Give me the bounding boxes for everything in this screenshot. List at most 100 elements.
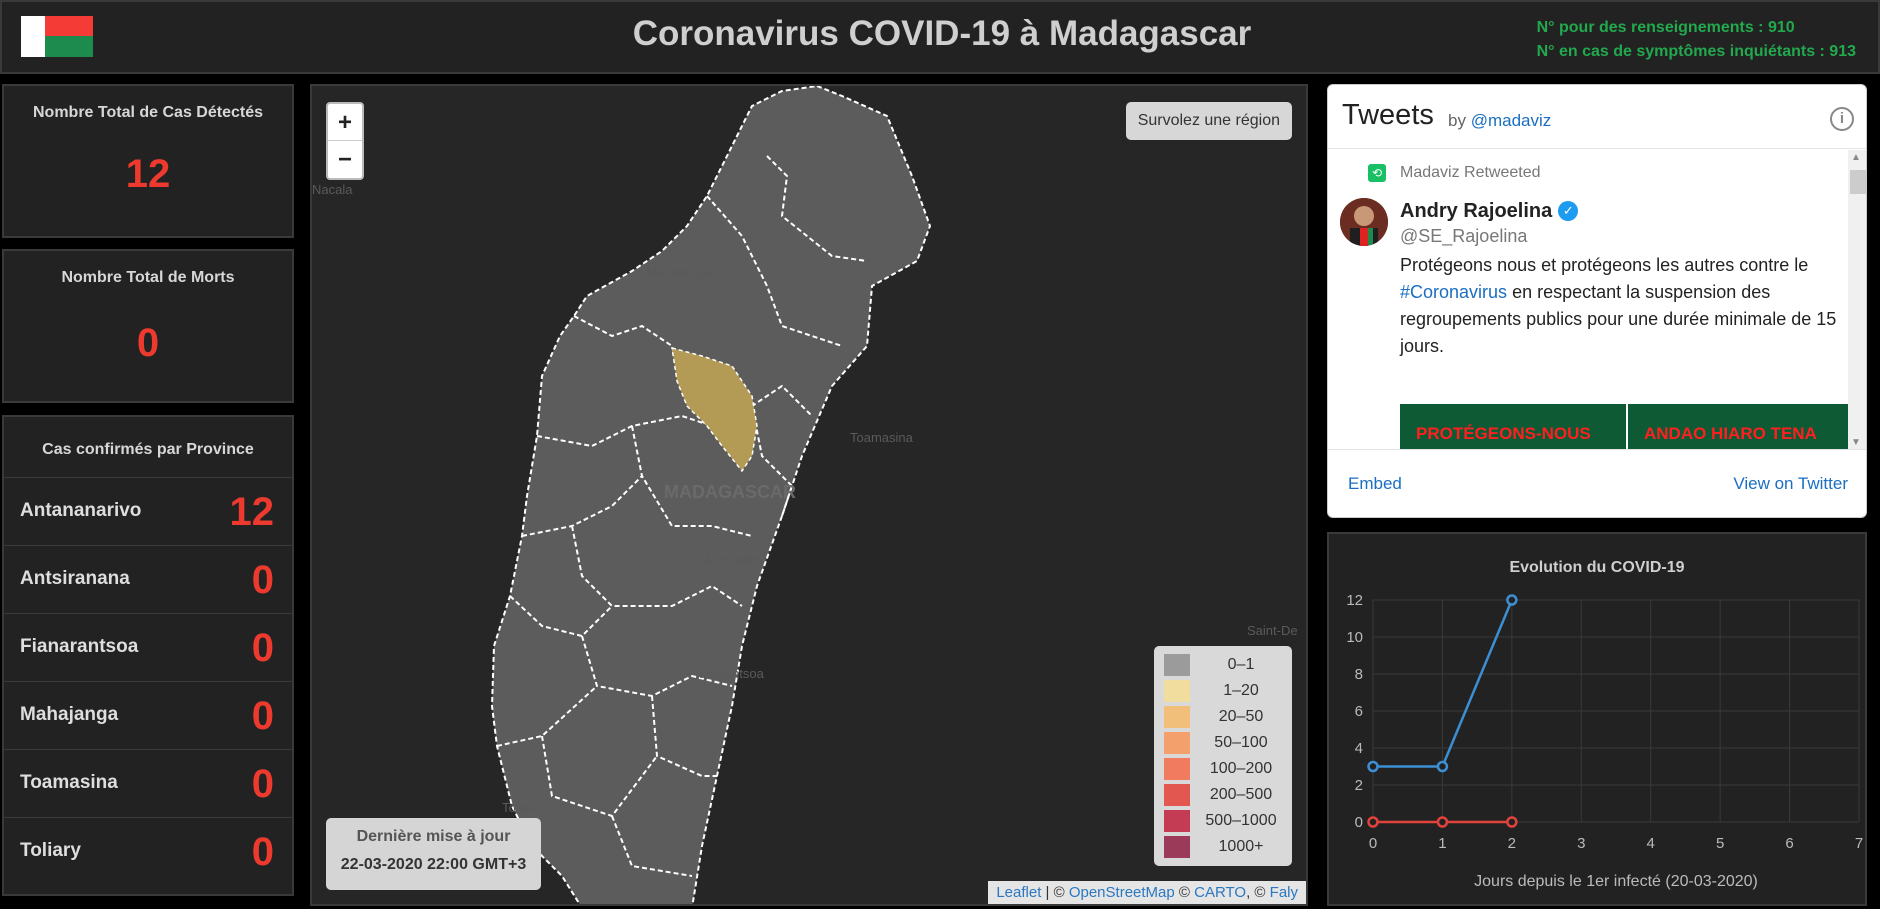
chart-title: Evolution du COVID-19 xyxy=(1509,559,1684,576)
attribution-sep: © xyxy=(1174,884,1195,901)
tweets-by-label: by xyxy=(1448,111,1466,130)
map-legend: 0–1 1–20 20–50 50–100 100–200 200–500 50… xyxy=(1154,646,1292,866)
province-value: 0 xyxy=(251,694,274,738)
legend-label: 500–1000 xyxy=(1205,812,1277,829)
map-label-toamasina: Toamasina xyxy=(850,430,913,445)
total-deaths-panel: Nombre Total de Morts 0 xyxy=(2,249,294,403)
author-name: Andry Rajoelina xyxy=(1400,200,1553,222)
province-name: Fianarantsoa xyxy=(20,636,139,657)
chart-x-tick-label: 6 xyxy=(1785,835,1793,852)
provinces-title: Cas confirmés par Province xyxy=(42,441,254,458)
region-borders xyxy=(496,155,868,877)
avatar[interactable] xyxy=(1340,198,1388,246)
retweeted-by: Madaviz Retweeted xyxy=(1400,164,1541,181)
legend-row: 100–200 xyxy=(1162,756,1284,782)
legend-label: 20–50 xyxy=(1218,708,1264,725)
map-attribution: Leaflet | © OpenStreetMap © CARTO, © Fal… xyxy=(988,881,1306,904)
tweet-list[interactable]: ⟲ Madaviz Retweeted Andry Rajoelina ✓ @SE… xyxy=(1328,150,1866,450)
map-label-mahajanga: Mahajanga xyxy=(646,264,711,279)
tweet-image-2[interactable]: ANDAO HIARO TENA xyxy=(1628,404,1848,450)
province-row-toamasina: Toamasina 0 xyxy=(4,749,294,817)
legend-row: 20–50 xyxy=(1162,704,1284,730)
legend-swatch xyxy=(1164,654,1190,676)
legend-swatch xyxy=(1164,758,1190,780)
province-name: Antananarivo xyxy=(20,500,142,521)
map-regions[interactable] xyxy=(312,86,1308,906)
page-title: Coronavirus COVID-19 à Madagascar xyxy=(632,14,1252,53)
legend-swatch xyxy=(1164,680,1190,702)
total-deaths-value: 0 xyxy=(136,321,160,365)
tweet-author[interactable]: Andry Rajoelina ✓ xyxy=(1400,200,1579,223)
legend-row: 200–500 xyxy=(1162,782,1284,808)
hover-info-box: Survolez une région xyxy=(1125,102,1292,140)
tweets-footer: Embed View on Twitter xyxy=(1328,449,1866,517)
chart-x-tick-label: 3 xyxy=(1577,835,1585,852)
hashtag-link[interactable]: #Coronavirus xyxy=(1400,282,1508,302)
tweets-by-handle-link[interactable]: @madaviz xyxy=(1470,111,1552,130)
chart-data-point xyxy=(1506,594,1518,606)
attribution-sep: | © xyxy=(1041,884,1069,901)
tweet-handle[interactable]: @SE_Rajoelina xyxy=(1400,226,1528,246)
legend-swatch xyxy=(1164,706,1190,728)
last-update-box: Dernière mise à jour 22-03-2020 22:00 GM… xyxy=(326,818,541,890)
total-cases-value: 12 xyxy=(125,152,171,196)
chart-x-tick-label: 0 xyxy=(1369,835,1377,852)
zoom-in-button[interactable]: + xyxy=(328,104,362,141)
province-name: Toliary xyxy=(20,840,81,861)
province-value: 0 xyxy=(251,626,274,670)
province-name: Antsiranana xyxy=(20,568,130,589)
province-row-fianarantsoa: Fianarantsoa 0 xyxy=(4,613,294,681)
chart-y-tick-label: 6 xyxy=(1355,703,1363,720)
legend-swatch xyxy=(1164,784,1190,806)
tweets-title: Tweets xyxy=(1342,99,1434,131)
chart-data-point xyxy=(1436,760,1449,773)
province-row-toliary: Toliary 0 xyxy=(4,817,294,885)
legend-label: 50–100 xyxy=(1214,734,1268,751)
last-update-label: Dernière mise à jour xyxy=(356,828,511,845)
map-label-nacala: Nacala xyxy=(312,182,353,197)
view-on-twitter-link[interactable]: View on Twitter xyxy=(1733,474,1848,493)
faly-link[interactable]: Faly xyxy=(1269,884,1298,901)
province-name: Mahajanga xyxy=(20,704,119,725)
tweets-by: by @madaviz xyxy=(1448,111,1551,131)
scroll-down-icon[interactable]: ▼ xyxy=(1851,437,1861,448)
map-label-toliara: Toliara xyxy=(502,800,541,815)
legend-row: 50–100 xyxy=(1162,730,1284,756)
retweet-icon: ⟲ xyxy=(1368,164,1386,182)
attribution-sep: , © xyxy=(1246,884,1270,901)
total-deaths-label: Nombre Total de Morts xyxy=(61,269,235,286)
chart-data-point xyxy=(1506,816,1518,828)
tweets-scrollbar[interactable]: ▲ ▼ xyxy=(1848,150,1866,450)
legend-row: 0–1 xyxy=(1162,652,1284,678)
legend-row: 1–20 xyxy=(1162,678,1284,704)
tweet-text-after: en respectant la suspension des regroupe… xyxy=(1400,282,1837,356)
tweet-image-1[interactable]: PROTÉGEONS-NOUS xyxy=(1400,404,1626,450)
chart-y-tick-label: 2 xyxy=(1355,777,1363,794)
flag-green-band xyxy=(45,36,93,57)
province-row-antsiranana: Antsiranana 0 xyxy=(4,545,294,613)
osm-link[interactable]: OpenStreetMap xyxy=(1068,884,1175,901)
chart-data-point xyxy=(1367,816,1379,828)
region-analamanga[interactable] xyxy=(671,346,758,473)
embed-link[interactable]: Embed xyxy=(1348,474,1402,493)
avatar-image xyxy=(1340,198,1388,246)
last-update-value: 22-03-2020 22:00 GMT+3 xyxy=(340,856,527,873)
map-label-saint-denis: Saint-De xyxy=(1247,623,1298,638)
province-value: 0 xyxy=(251,830,274,874)
tweet-text-before: Protégeons nous et protégeons les autres… xyxy=(1400,255,1809,275)
map-label-antsirabe: Antsirabe xyxy=(704,552,759,567)
province-row-antananarivo: Antananarivo 12 xyxy=(4,477,294,545)
evolution-chart-panel: Evolution du COVID-19 0 2 4 6 8 10 12 0 1 2 3 4 5 6 7 Jo… xyxy=(1327,532,1867,906)
zoom-out-button[interactable]: − xyxy=(337,146,352,173)
scroll-up-icon[interactable]: ▲ xyxy=(1851,152,1861,163)
info-line-renseignements: N° pour des renseignements : 910 xyxy=(1536,19,1795,36)
scrollbar-thumb[interactable] xyxy=(1850,170,1866,194)
info-icon[interactable]: i xyxy=(1830,107,1854,131)
flag-red-band xyxy=(45,16,93,36)
map-label-madagascar: MADAGASCAR xyxy=(664,482,796,502)
leaflet-link[interactable]: Leaflet xyxy=(996,884,1042,901)
province-value: 12 xyxy=(229,490,275,534)
carto-link[interactable]: CARTO xyxy=(1194,884,1247,901)
madagascar-map[interactable]: Mahajanga MADAGASCAR Toamasina Antsirabe… xyxy=(310,84,1308,906)
chart-y-tick-label: 8 xyxy=(1355,666,1363,683)
